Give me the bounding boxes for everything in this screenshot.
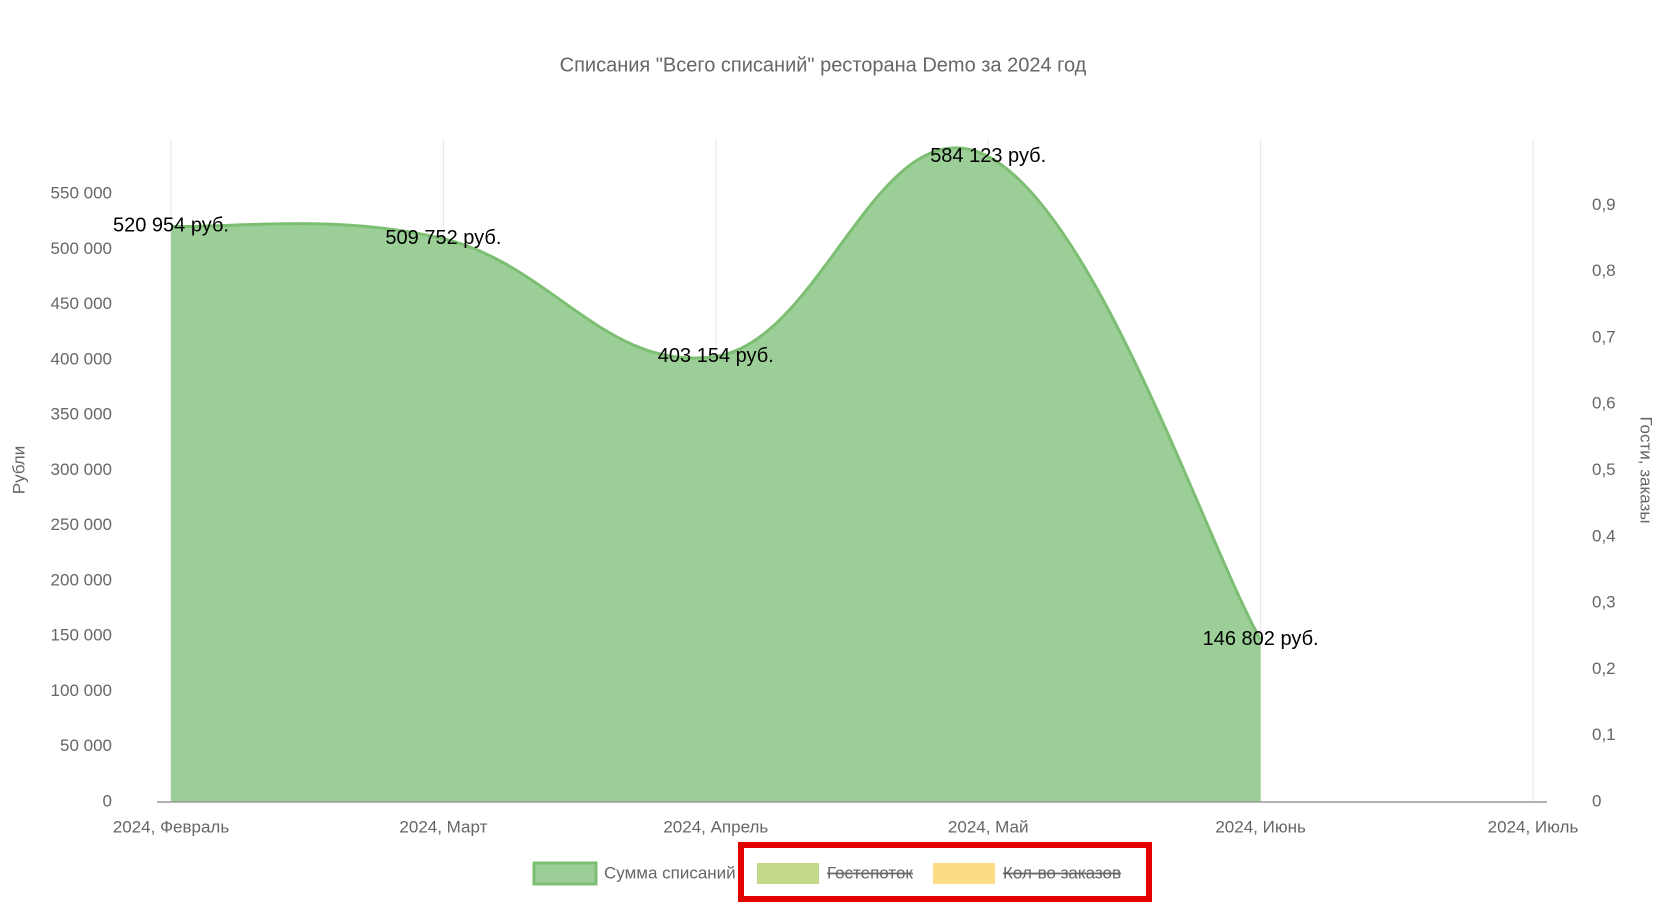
x-tick-label: 2024, Июль [1488,817,1579,836]
x-tick-label: 2024, Июнь [1215,817,1306,836]
legend-label[interactable]: Кол-во заказов [1003,863,1121,882]
y2-tick-label: 0,2 [1592,659,1616,678]
y2-tick-label: 0,9 [1592,195,1616,214]
y-tick-label: 200 000 [51,570,112,589]
y-tick-label: 450 000 [51,294,112,313]
y2-tick-label: 0,5 [1592,460,1616,479]
x-tick-label: 2024, Март [399,817,487,836]
y2-tick-label: 0,7 [1592,327,1616,346]
highlight-box [738,842,1152,902]
chart-title: Списания "Всего списаний" ресторана Demo… [560,54,1087,76]
y-tick-label: 300 000 [51,460,112,479]
y-tick-label: 500 000 [51,239,112,258]
value-label: 403 154 руб. [658,345,774,367]
y-tick-label: 100 000 [51,681,112,700]
y-tick-label: 50 000 [60,736,112,755]
value-label: 146 802 руб. [1203,628,1319,650]
y2-tick-label: 0,6 [1592,394,1616,413]
y2-tick-label: 0,1 [1592,725,1616,744]
y2-axis-title: Гости, заказы [1637,416,1656,523]
y-tick-label: 150 000 [51,626,112,645]
value-label: 584 123 руб. [930,145,1046,167]
legend-label[interactable]: Сумма списаний [604,863,736,882]
value-label: 520 954 руб. [113,215,229,237]
y-tick-label: 0 [103,791,112,810]
x-tick-label: 2024, Февраль [113,817,230,836]
y-tick-label: 550 000 [51,184,112,203]
y-tick-label: 400 000 [51,349,112,368]
y2-tick-label: 0,4 [1592,526,1616,545]
y2-tick-label: 0,3 [1592,593,1616,612]
area [171,147,1261,803]
y-tick-label: 250 000 [51,515,112,534]
legend-swatch[interactable] [933,863,995,884]
legend-label[interactable]: Гостепоток [827,863,913,882]
value-label: 509 752 руб. [385,227,501,249]
legend-swatch[interactable] [757,863,819,884]
x-tick-label: 2024, Май [948,817,1029,836]
y2-tick-label: 0 [1592,791,1601,810]
y2-tick-label: 0,8 [1592,261,1616,280]
line [170,146,1262,641]
x-tick-label: 2024, Апрель [663,817,768,836]
legend-swatch[interactable] [532,861,598,886]
y-axis-title: Рубли [9,446,28,494]
y-tick-label: 350 000 [51,405,112,424]
